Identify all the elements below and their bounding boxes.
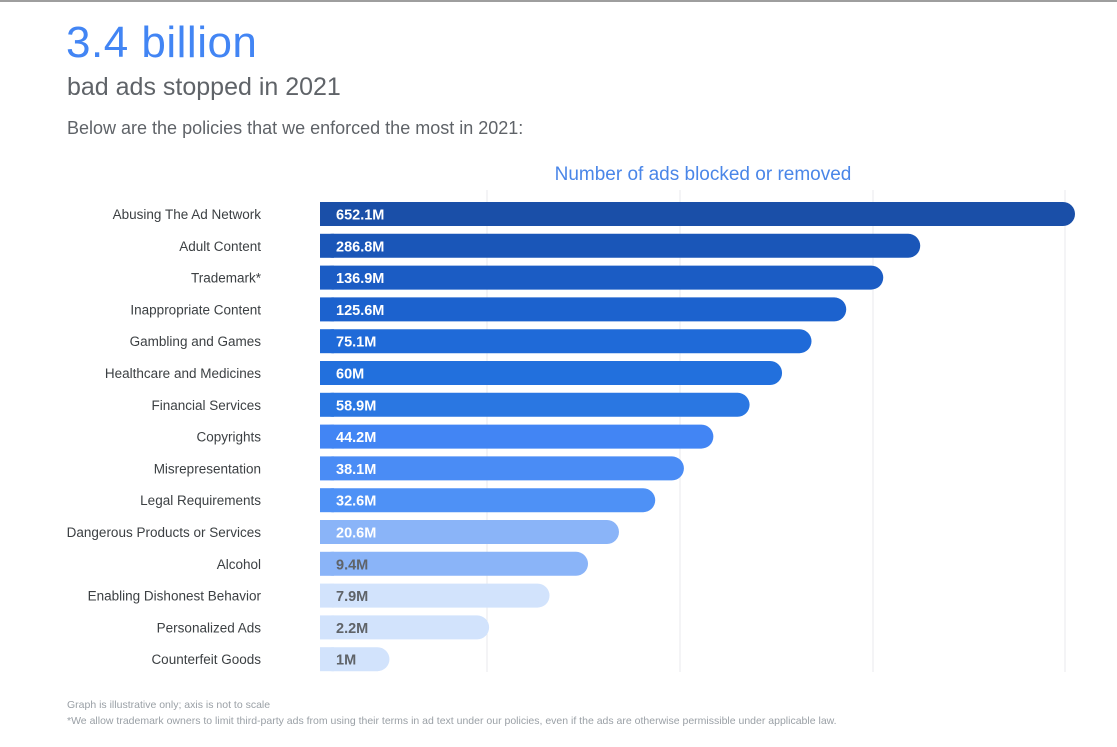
bar-left-edge [320,583,334,608]
value-label: 1M [336,653,356,669]
subheadline: bad ads stopped in 2021 [67,73,341,101]
value-label: 2.2M [336,621,368,637]
category-label: Copyrights [196,430,261,445]
category-label: Trademark* [191,271,262,286]
value-label: 136.9M [336,271,384,287]
bar-left-edge [320,233,334,258]
bar [320,233,921,258]
category-label: Misrepresentation [154,461,261,476]
category-label: Counterfeit Goods [151,652,261,667]
bar-left-edge [320,202,334,226]
bar [320,488,656,513]
category-label: Enabling Dishonest Behavior [88,589,262,604]
trademark-note: *We allow trademark owners to limit thir… [67,715,837,727]
category-label: Financial Services [151,398,261,413]
category-label: Abusing The Ad Network [113,207,262,222]
bar-left-edge [320,615,334,640]
bar [320,520,619,544]
bar-left-edge [320,551,334,576]
bar-left-edge [320,265,334,290]
headline: 3.4 billion [66,18,258,67]
value-label: 652.1M [336,208,384,224]
value-label: 58.9M [336,398,376,414]
bar-left-edge [320,392,334,417]
bar [320,424,714,449]
bar-left-edge [320,488,334,513]
bar-left-edge [320,456,334,481]
category-label: Dangerous Products or Services [67,525,262,540]
value-label: 44.2M [336,430,376,446]
bar [320,551,589,576]
value-label: 20.6M [336,526,376,542]
bar-left-edge [320,297,334,322]
bar [320,265,884,290]
category-label: Legal Requirements [140,493,261,508]
top-border [0,0,1117,2]
scale-note: Graph is illustrative only; axis is not … [67,699,271,711]
value-label: 7.9M [336,589,368,605]
value-label: 9.4M [336,557,368,573]
bar [320,297,847,322]
category-label: Inappropriate Content [130,302,261,317]
bar [320,647,390,672]
bar [320,392,750,417]
value-label: 38.1M [336,462,376,478]
value-label: 125.6M [336,303,384,319]
bar-left-edge [320,647,334,672]
bar [320,361,783,385]
intro-text: Below are the policies that we enforced … [67,118,524,138]
chart-title: Number of ads blocked or removed [554,164,852,185]
bar [320,202,1075,226]
category-label: Healthcare and Medicines [105,366,261,381]
bar [320,615,490,640]
category-label: Alcohol [217,557,261,572]
bar [320,456,684,481]
bar-left-edge [320,424,334,449]
category-label: Adult Content [179,239,261,254]
bar-left-edge [320,520,334,544]
category-label: Gambling and Games [130,334,262,349]
value-label: 32.6M [336,494,376,510]
bar [320,329,812,354]
bar-left-edge [320,361,334,385]
footnotes: Graph is illustrative only; axis is not … [67,697,837,729]
category-label: Personalized Ads [157,620,262,635]
value-label: 60M [336,367,364,383]
value-label: 75.1M [336,335,376,351]
bar [320,583,550,608]
bar-left-edge [320,329,334,354]
value-label: 286.8M [336,239,384,255]
